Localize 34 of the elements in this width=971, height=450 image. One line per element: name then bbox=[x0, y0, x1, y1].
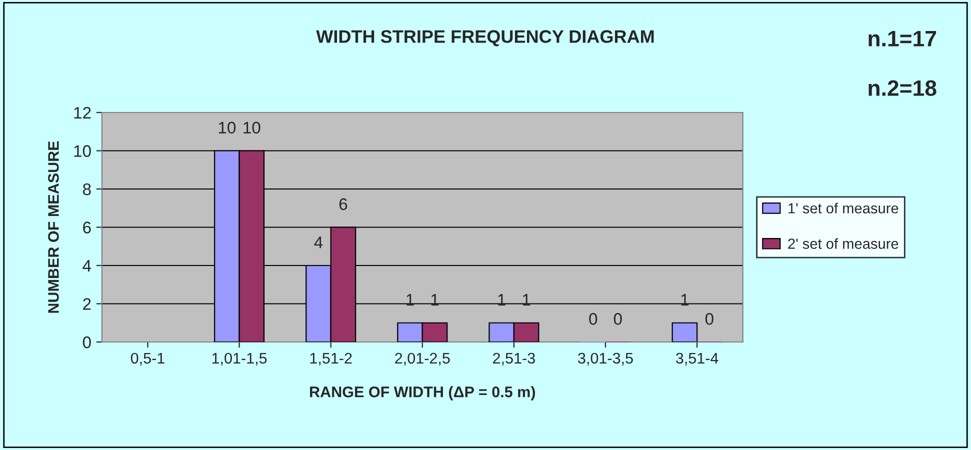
data-label: 1 bbox=[498, 294, 506, 306]
data-label: 0 bbox=[614, 313, 622, 325]
data-label: 10 bbox=[244, 122, 260, 134]
data-label: 1 bbox=[522, 294, 530, 306]
y-tick-label: 8 bbox=[82, 183, 91, 196]
y-tick-label: 10 bbox=[74, 145, 91, 157]
data-label: 0 bbox=[589, 313, 598, 325]
x-tick-label: 3,01-3,5 bbox=[578, 352, 633, 366]
data-label: 1 bbox=[406, 294, 414, 306]
text: n.2=18 bbox=[868, 80, 936, 96]
data-label: 4 bbox=[314, 236, 323, 248]
y-tick-label: 12 bbox=[74, 106, 91, 119]
y-tick-label: 6 bbox=[83, 222, 91, 234]
data-label: 10 bbox=[218, 122, 236, 134]
x-tick-label: 3,51-4 bbox=[676, 352, 718, 366]
x-axis-title: RANGE OF WIDTH (ΔP = 0.5 m) bbox=[310, 386, 535, 400]
legend-label: 1' set of measure bbox=[788, 202, 898, 214]
data-label: 0 bbox=[705, 313, 714, 325]
y-tick-label: 2 bbox=[83, 298, 91, 310]
x-tick-label: 2,51-3 bbox=[493, 352, 535, 366]
data-label: 1 bbox=[431, 294, 439, 306]
data-label: 6 bbox=[339, 198, 348, 210]
data-label: 1 bbox=[681, 294, 688, 306]
text: n.1=17 bbox=[868, 30, 936, 46]
x-tick-label: 0,5-1 bbox=[130, 352, 164, 366]
x-tick-label: 2,01-2,5 bbox=[395, 352, 450, 366]
y-tick-label: 4 bbox=[82, 260, 92, 272]
y-axis-title: NUMBER OF MEASURE bbox=[48, 141, 59, 313]
legend-label: 2' set of measure bbox=[788, 238, 898, 249]
bar bbox=[672, 322, 698, 342]
y-tick-label: 0 bbox=[82, 336, 91, 348]
x-tick-label: 1,01-1,5 bbox=[212, 352, 267, 366]
x-tick-label: 1,51-2 bbox=[310, 352, 352, 366]
chart-title: WIDTH STRIPE FREQUENCY DIAGRAM bbox=[316, 30, 654, 46]
